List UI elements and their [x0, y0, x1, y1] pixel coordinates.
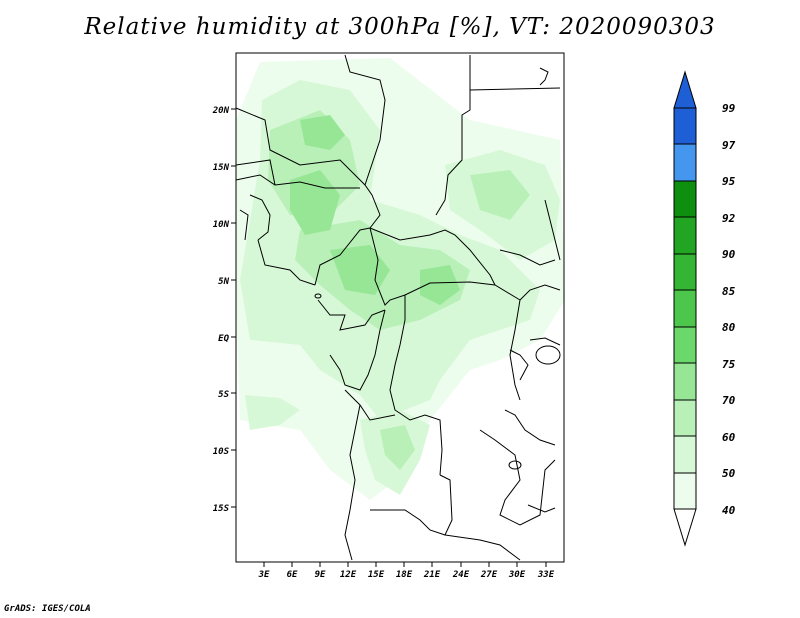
colorbar-labels: 99 97 95 92 90 85 80 75 70 60 50 40	[722, 102, 736, 517]
humidity-shading	[236, 58, 565, 500]
lon-tick-30e: 30E	[508, 562, 526, 580]
colorbar-label-60: 60	[722, 431, 736, 444]
lon-label-21e: 21E	[423, 570, 441, 580]
lat-tick-5n: 5N	[218, 277, 236, 287]
colorbar-seg-95	[673, 180, 697, 218]
colorbar-label-40: 40	[722, 504, 736, 517]
colorbar-seg-75	[673, 362, 697, 401]
lon-tick-21e: 21E	[423, 562, 441, 580]
colorbar-label-95: 95	[722, 175, 736, 188]
lat-label-eq: EQ	[218, 334, 229, 344]
lon-tick-3e: 3E	[258, 562, 270, 580]
colorbar-top-arrow	[673, 70, 697, 109]
lon-tick-9e: 9E	[315, 562, 326, 580]
lon-label-30e: 30E	[508, 570, 526, 580]
lon-label-15e: 15E	[368, 570, 385, 580]
colorbar-label-90: 90	[722, 248, 736, 261]
colorbar-seg-90	[673, 253, 697, 291]
lat-label-5n: 5N	[218, 277, 229, 287]
lat-tick-eq: EQ	[218, 334, 236, 344]
lon-tick-27e: 27E	[480, 562, 498, 580]
lon-tick-24e: 24E	[452, 562, 470, 580]
colorbar-seg-97	[673, 143, 697, 182]
lat-label-10n: 10N	[213, 220, 230, 230]
lon-tick-15e: 15E	[368, 562, 385, 580]
colorbar-label-99: 99	[722, 102, 736, 115]
lat-label-10s: 10S	[213, 447, 230, 457]
lon-label-12e: 12E	[340, 570, 357, 580]
colorbar	[673, 70, 697, 547]
colorbar-seg-80	[673, 326, 697, 364]
lon-label-27e: 27E	[480, 570, 498, 580]
lon-label-9e: 9E	[315, 570, 326, 580]
colorbar-seg-99	[673, 107, 697, 145]
colorbar-seg-85	[673, 289, 697, 328]
colorbar-seg-92	[673, 216, 697, 255]
map-frame	[235, 52, 565, 563]
lon-label-3e: 3E	[258, 570, 270, 580]
lon-label-6e: 6E	[287, 570, 298, 580]
colorbar-label-75: 75	[722, 358, 736, 371]
country-borders	[235, 54, 561, 561]
colorbar-label-70: 70	[722, 394, 736, 407]
lake-outlines	[314, 293, 561, 470]
lon-label-24e: 24E	[452, 570, 470, 580]
colorbar-label-97: 97	[722, 139, 736, 152]
colorbar-seg-50	[673, 472, 697, 510]
lat-label-15s: 15S	[213, 504, 230, 514]
lat-label-15n: 15N	[213, 163, 230, 173]
lon-label-18e: 18E	[396, 570, 413, 580]
lon-tick-6e: 6E	[287, 562, 298, 580]
lat-label-5s: 5S	[218, 390, 229, 400]
lon-tick-12e: 12E	[340, 562, 357, 580]
map-title: Relative humidity at 300hPa [%], VT: 202…	[84, 14, 716, 40]
colorbar-label-50: 50	[722, 467, 736, 480]
colorbar-seg-70	[673, 399, 697, 437]
lat-tick-15s: 15S	[213, 504, 236, 514]
lon-tick-33e: 33E	[537, 562, 555, 580]
lon-label-33e: 33E	[537, 570, 555, 580]
lon-tick-18e: 18E	[396, 562, 413, 580]
latitude-axis: 20N 15N 10N 5N EQ 5S 10S 15S	[212, 106, 236, 514]
colorbar-bottom-arrow	[673, 508, 697, 547]
lat-tick-10s: 10S	[213, 447, 236, 457]
colorbar-label-85: 85	[722, 285, 736, 298]
lat-tick-20n: 20N	[212, 106, 236, 116]
colorbar-seg-60	[673, 435, 697, 474]
colorbar-label-92: 92	[722, 212, 736, 225]
colorbar-label-80: 80	[722, 321, 736, 334]
lat-tick-5s: 5S	[218, 390, 236, 400]
lat-tick-15n: 15N	[213, 163, 236, 173]
lat-tick-10n: 10N	[213, 220, 236, 230]
grads-credit: GrADS: IGES/COLA	[4, 604, 91, 614]
longitude-axis: 3E 6E 9E 12E 15E 18E 21E 24E 27E 30E 33E	[258, 562, 555, 580]
lat-label-20n: 20N	[212, 106, 230, 116]
